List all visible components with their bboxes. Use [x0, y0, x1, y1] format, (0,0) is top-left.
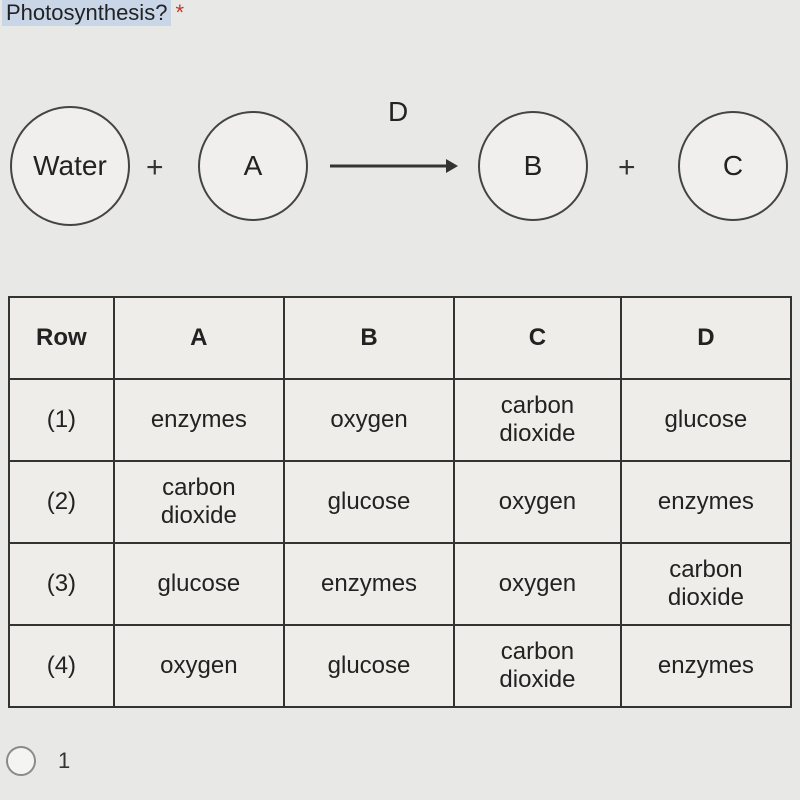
cell-d: glucose	[621, 379, 791, 461]
table-header-row: Row A B C D	[9, 297, 791, 379]
option-row[interactable]: 1	[6, 746, 800, 776]
cell-a: carbondioxide	[114, 461, 284, 543]
col-header-c: C	[454, 297, 621, 379]
cell-row: (3)	[9, 543, 114, 625]
circle-water: Water	[10, 106, 130, 226]
required-marker: *	[175, 0, 184, 25]
cell-b: glucose	[284, 625, 454, 707]
table-row: (3) glucose enzymes oxygen carbondioxide	[9, 543, 791, 625]
table-row: (1) enzymes oxygen carbondioxide glucose	[9, 379, 791, 461]
table-row: (4) oxygen glucose carbondioxide enzymes	[9, 625, 791, 707]
cell-c: carbondioxide	[454, 625, 621, 707]
cell-d: enzymes	[621, 461, 791, 543]
option-label: 1	[58, 748, 70, 774]
d-label: D	[388, 96, 408, 128]
cell-d: carbondioxide	[621, 543, 791, 625]
reaction-arrow-icon	[328, 156, 458, 176]
cell-b: enzymes	[284, 543, 454, 625]
table-row: (2) carbondioxide glucose oxygen enzymes	[9, 461, 791, 543]
cell-b: glucose	[284, 461, 454, 543]
cell-row: (1)	[9, 379, 114, 461]
reaction-diagram: Water + A D B + C	[8, 76, 792, 236]
question-header: Photosynthesis?*	[2, 0, 800, 26]
cell-row: (4)	[9, 625, 114, 707]
radio-icon[interactable]	[6, 746, 36, 776]
cell-a: glucose	[114, 543, 284, 625]
cell-c: carbondioxide	[454, 379, 621, 461]
cell-d: enzymes	[621, 625, 791, 707]
col-header-a: A	[114, 297, 284, 379]
table: Row A B C D (1) enzymes oxygen carbondio…	[8, 296, 792, 708]
cell-a: enzymes	[114, 379, 284, 461]
cell-b: oxygen	[284, 379, 454, 461]
cell-c: oxygen	[454, 543, 621, 625]
circle-a: A	[198, 111, 308, 221]
cell-row: (2)	[9, 461, 114, 543]
cell-c: oxygen	[454, 461, 621, 543]
col-header-row: Row	[9, 297, 114, 379]
col-header-b: B	[284, 297, 454, 379]
cell-a: oxygen	[114, 625, 284, 707]
plus-symbol-2: +	[618, 151, 636, 185]
col-header-d: D	[621, 297, 791, 379]
circle-c: C	[678, 111, 788, 221]
answer-table: Row A B C D (1) enzymes oxygen carbondio…	[8, 296, 792, 708]
circle-b: B	[478, 111, 588, 221]
question-title: Photosynthesis?	[2, 0, 171, 26]
plus-symbol-1: +	[146, 151, 164, 185]
